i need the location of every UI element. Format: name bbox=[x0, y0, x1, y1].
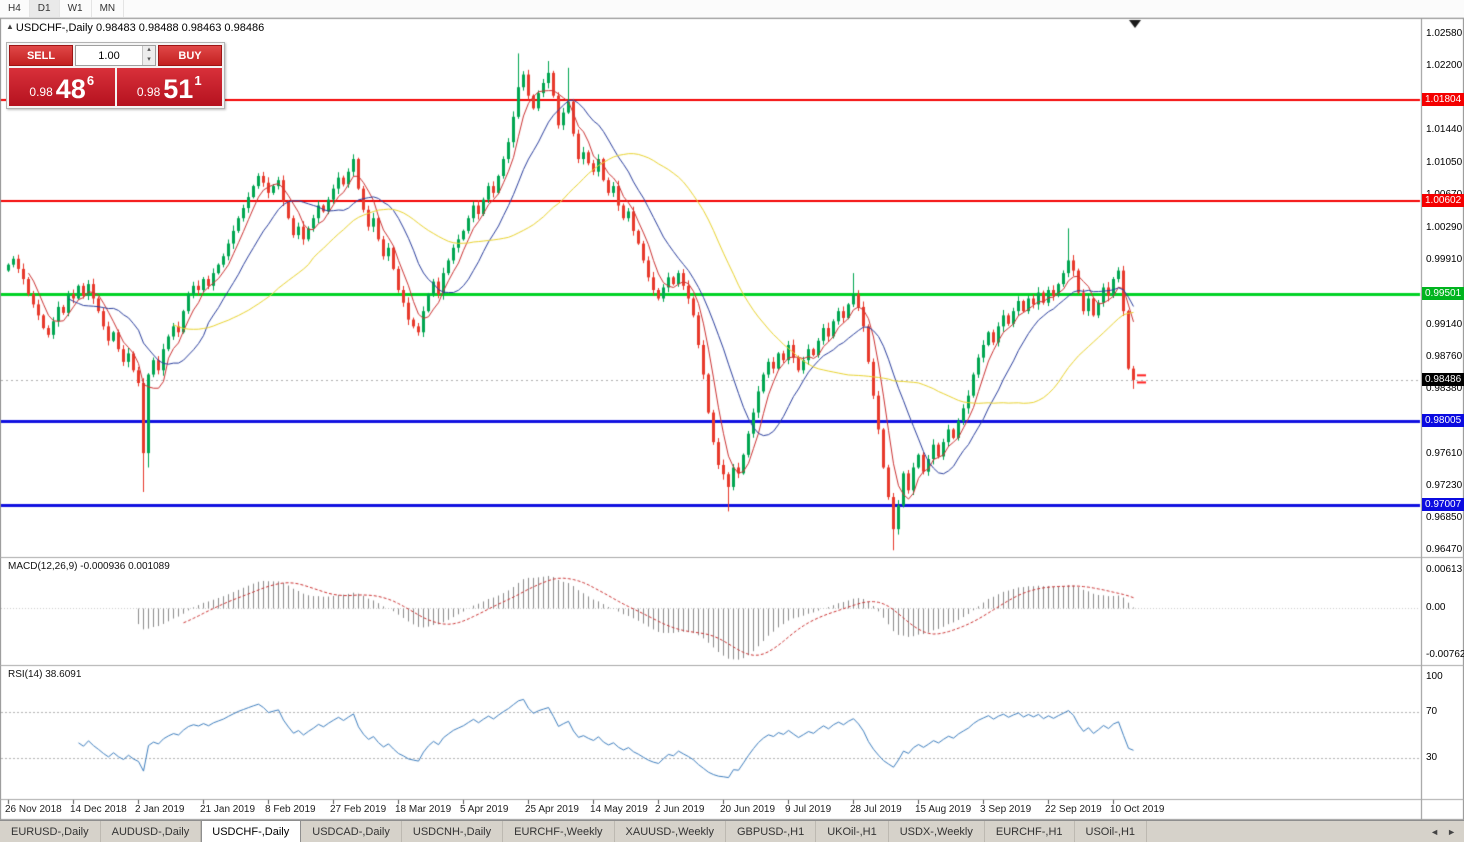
chart-tab[interactable]: USDCHF-,Daily bbox=[201, 821, 302, 842]
sell-price-big: 48 bbox=[55, 74, 86, 104]
buy-price-display[interactable]: 0.98 51 1 bbox=[116, 68, 222, 106]
timeframe-button-mn[interactable]: MN bbox=[92, 0, 125, 17]
chart-title: ▲ USDCHF-,Daily 0.98483 0.98488 0.98463 0… bbox=[6, 22, 264, 34]
sell-price-pip: 6 bbox=[86, 73, 95, 88]
chart-tabs: EURUSD-,Daily AUDUSD-,Daily USDCHF-,Daily U… bbox=[0, 821, 1148, 842]
tab-scroll-arrows: ◄ ► bbox=[1422, 821, 1464, 842]
macd-name: MACD(12,26,9) bbox=[8, 561, 78, 572]
chart-tabbar: EURUSD-,Daily AUDUSD-,Daily USDCHF-,Daily U… bbox=[0, 820, 1464, 842]
chart-tab[interactable]: GBPUSD-,H1 bbox=[726, 821, 817, 842]
rsi-name: RSI(14) bbox=[8, 669, 43, 680]
chart-tab[interactable]: AUDUSD-,Daily bbox=[101, 821, 202, 842]
buy-price-pip: 1 bbox=[194, 73, 202, 88]
volume-spinner: ▴ ▾ bbox=[142, 46, 155, 65]
sell-price-small: 0.98 bbox=[29, 85, 53, 99]
chart-title-text: USDCHF-,Daily 0.98483 0.98488 0.98463 0.… bbox=[15, 22, 265, 34]
macd-values: -0.000936 0.001089 bbox=[80, 561, 170, 572]
volume-control[interactable]: 1.00 ▴ ▾ bbox=[75, 45, 156, 66]
buy-price-big: 51 bbox=[163, 74, 194, 104]
chart-tab[interactable]: USDCAD-,Daily bbox=[301, 821, 402, 842]
chart-tab[interactable]: EURUSD-,Daily bbox=[0, 821, 101, 842]
buy-button[interactable]: BUY bbox=[158, 45, 222, 66]
one-click-trading-panel: SELL 1.00 ▴ ▾ BUY 0.98 48 6 0.98 51 1 bbox=[6, 42, 225, 109]
tabs-scroll-right-button[interactable]: ► bbox=[1447, 826, 1456, 837]
chart-tab[interactable]: XAUUSD-,Weekly bbox=[615, 821, 726, 842]
chart-tab[interactable]: USOil-,H1 bbox=[1075, 821, 1148, 842]
sell-price-display[interactable]: 0.98 48 6 bbox=[9, 68, 115, 106]
chart-tab[interactable]: USDCNH-,Daily bbox=[402, 821, 504, 842]
timeframe-button-w1[interactable]: W1 bbox=[60, 0, 92, 17]
chart-tab[interactable]: UKOil-,H1 bbox=[816, 821, 889, 842]
rsi-indicator-label: RSI(14) 38.6091 bbox=[8, 669, 81, 680]
buy-price-small: 0.98 bbox=[136, 85, 161, 99]
chart-marker-icon: ▲ bbox=[6, 22, 14, 31]
macd-indicator-label: MACD(12,26,9) -0.000936 0.001089 bbox=[8, 561, 170, 572]
chart-tab[interactable]: USDX-,Weekly bbox=[889, 821, 985, 842]
chart-tab[interactable]: EURCHF-,Weekly bbox=[503, 821, 615, 842]
chart-tab[interactable]: EURCHF-,H1 bbox=[985, 821, 1075, 842]
tabs-scroll-left-button[interactable]: ◄ bbox=[1430, 826, 1440, 837]
timeframe-toolbar: H4 D1 W1 MN bbox=[0, 0, 1464, 18]
timeframe-button-d1[interactable]: D1 bbox=[29, 0, 60, 17]
rsi-value: 38.6091 bbox=[45, 669, 82, 680]
timeframe-button-h4[interactable]: H4 bbox=[0, 0, 30, 17]
volume-up-button[interactable]: ▴ bbox=[143, 46, 155, 56]
sell-button[interactable]: SELL bbox=[9, 45, 73, 66]
volume-down-button[interactable]: ▾ bbox=[143, 55, 155, 65]
volume-value[interactable]: 1.00 bbox=[98, 49, 120, 62]
